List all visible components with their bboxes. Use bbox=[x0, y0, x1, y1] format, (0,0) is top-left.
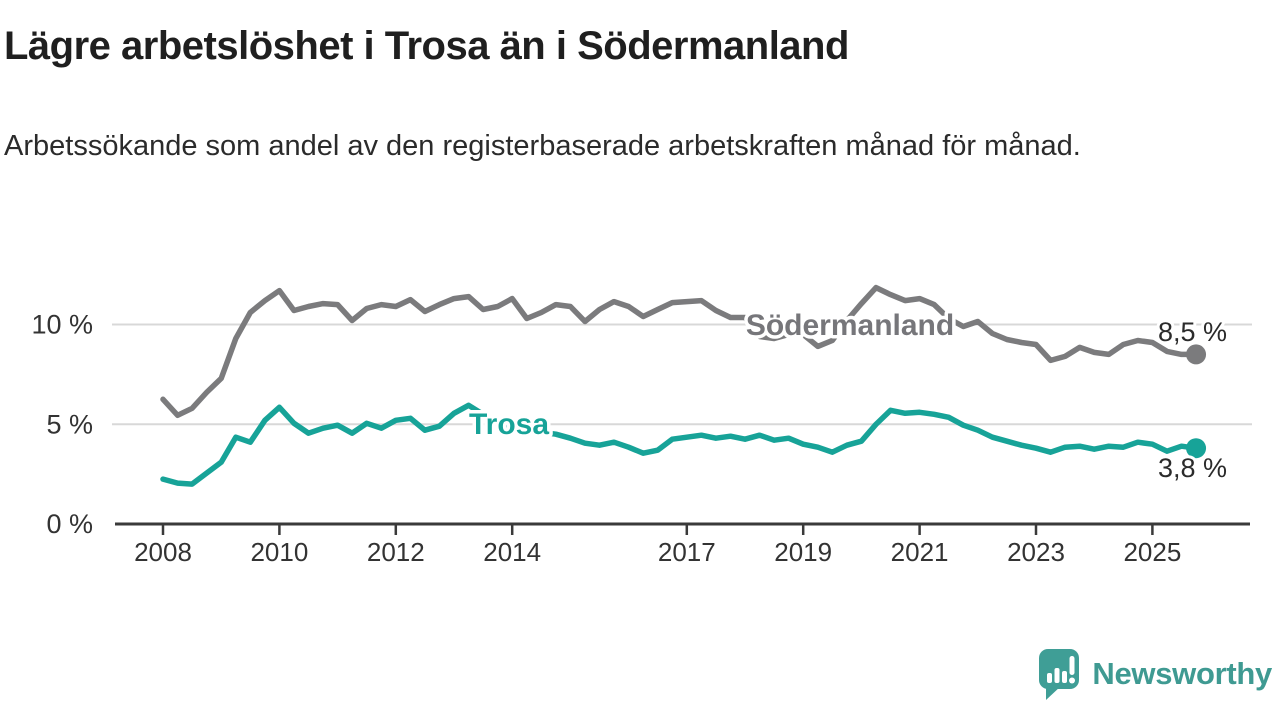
newsworthy-logo-text: Newsworthy bbox=[1092, 656, 1272, 691]
series-line-trosa bbox=[160, 402, 1199, 487]
gridlines bbox=[112, 323, 1252, 426]
x-tick-label: 2021 bbox=[891, 537, 949, 567]
y-tick-label: 0 % bbox=[46, 509, 93, 539]
x-tick-label: 2019 bbox=[774, 537, 832, 567]
x-tick-label: 2017 bbox=[658, 537, 716, 567]
x-tick-label: 2025 bbox=[1123, 537, 1181, 567]
page-subtitle: Arbetssökande som andel av den registerb… bbox=[4, 130, 1081, 162]
end-value-label-södermanland: 8,5 % bbox=[1158, 317, 1227, 347]
series-line-södermanland bbox=[160, 284, 1199, 419]
x-tick-label: 2010 bbox=[250, 537, 308, 567]
x-tick-label: 2014 bbox=[483, 537, 541, 567]
x-tick-label: 2012 bbox=[367, 537, 425, 567]
newsworthy-logo: Newsworthy bbox=[1036, 646, 1272, 702]
series-lines bbox=[160, 284, 1207, 487]
y-tick-label: 5 % bbox=[46, 409, 93, 439]
x-tick-label: 2023 bbox=[1007, 537, 1065, 567]
chart-labels: Södermanland Trosa 8,5 % 3,8 % bbox=[465, 306, 1230, 487]
series-label-södermanland: Södermanland bbox=[746, 309, 954, 342]
end-value-label-trosa: 3,8 % bbox=[1158, 453, 1227, 483]
x-axis: 0 % 5 % 10 % 2008 2010 2012 2014 2017 2019 2021 20… bbox=[31, 310, 1250, 567]
x-tick-label: 2008 bbox=[134, 537, 192, 567]
y-tick-label: 10 % bbox=[31, 310, 93, 340]
newsworthy-logo-icon bbox=[1039, 649, 1080, 700]
page-title: Lägre arbetslöshet i Trosa än i Söderman… bbox=[4, 24, 849, 68]
series-end-dot-södermanland bbox=[1186, 344, 1207, 365]
series-label-trosa: Trosa bbox=[469, 408, 549, 441]
series-end-dot-trosa bbox=[1186, 438, 1207, 459]
